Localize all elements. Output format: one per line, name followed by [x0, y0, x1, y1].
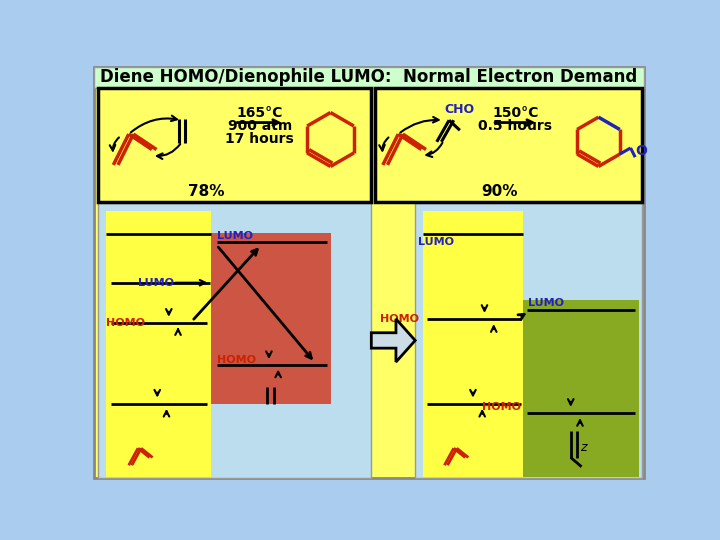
Text: LUMO: LUMO	[217, 231, 253, 241]
Bar	[523, 300, 639, 477]
Text: HOMO: HOMO	[217, 355, 256, 365]
Text: Diene HOMO/Dienophile LUMO:  Normal Electron Demand: Diene HOMO/Dienophile LUMO: Normal Elect…	[100, 68, 638, 86]
Text: LUMO: LUMO	[528, 299, 564, 308]
Text: O: O	[636, 144, 647, 158]
Text: 165°C: 165°C	[236, 105, 283, 119]
Text: 0.5 hours: 0.5 hours	[478, 119, 552, 133]
Text: HOMO: HOMO	[482, 402, 521, 413]
Text: LUMO: LUMO	[418, 237, 454, 247]
Text: HOMO: HOMO	[106, 318, 145, 328]
Text: HOMO: HOMO	[380, 314, 419, 324]
Text: 17 hours: 17 hours	[225, 132, 294, 146]
Polygon shape	[372, 319, 415, 362]
Bar	[211, 233, 330, 403]
Bar	[98, 88, 371, 202]
Bar	[94, 67, 644, 88]
Text: 900 atm: 900 atm	[228, 119, 292, 133]
Text: CHO: CHO	[445, 103, 475, 116]
Text: 90%: 90%	[482, 184, 518, 199]
Bar	[415, 204, 642, 478]
Text: 150°C: 150°C	[492, 105, 539, 119]
Bar	[106, 211, 211, 477]
Text: z: z	[580, 441, 586, 454]
Text: LUMO: LUMO	[138, 278, 174, 288]
Bar	[98, 204, 371, 478]
Bar	[423, 211, 523, 477]
Bar	[375, 88, 642, 202]
Text: 78%: 78%	[187, 184, 224, 199]
